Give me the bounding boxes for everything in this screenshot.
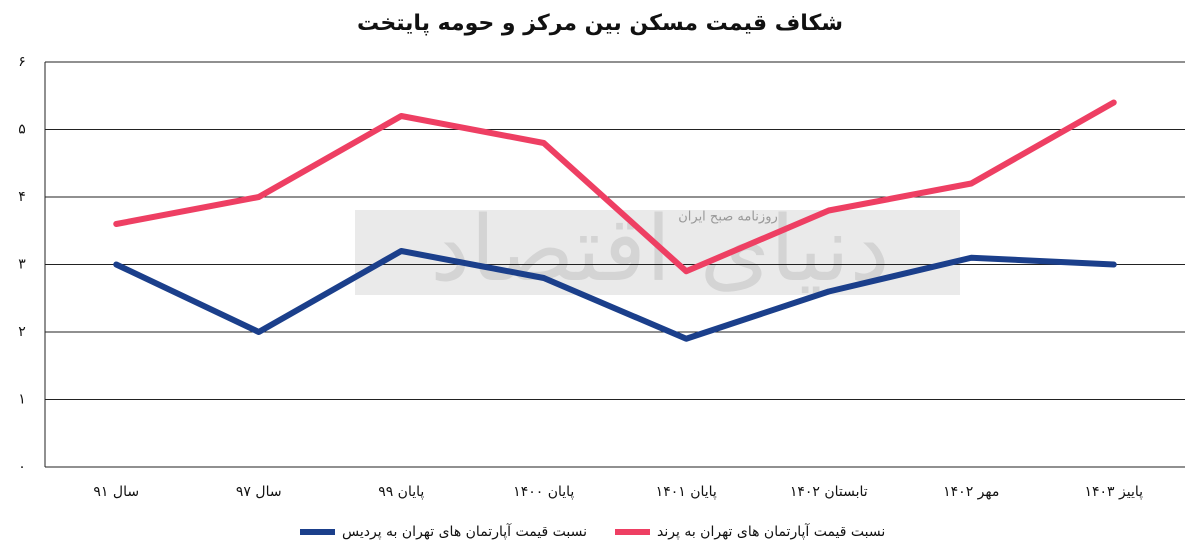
y-tick-label: ۲ (18, 324, 26, 340)
x-tick-label: سال ۹۱ (93, 484, 139, 500)
x-tick-label: پاییز ۱۴۰۳ (1084, 484, 1143, 500)
legend-label: نسبت قیمت آپارتمان های تهران به پردیس (342, 523, 587, 540)
x-tick-label: سال ۹۷ (236, 484, 282, 500)
chart-title: شکاف قیمت مسکن بین مرکز و حومه پایتخت (357, 11, 843, 36)
y-tick-label: ۵ (18, 122, 26, 138)
legend-label: نسبت قیمت آپارتمان های تهران به پرند (657, 523, 885, 540)
y-tick-label: ۰ (18, 459, 26, 475)
watermark-band (355, 210, 960, 295)
x-tick-label: پایان ۱۴۰۰ (513, 484, 574, 500)
x-tick-label: پایان ۱۴۰۱ (656, 484, 717, 500)
y-tick-label: ۳ (18, 257, 26, 273)
x-tick-label: پایان ۹۹ (378, 484, 424, 500)
y-tick-label: ۶ (18, 54, 26, 70)
watermark-subtitle: روزنامه صبح ایران (678, 210, 778, 225)
x-tick-label: تابستان ۱۴۰۲ (790, 484, 868, 500)
x-tick-label: مهر ۱۴۰۲ (943, 484, 999, 500)
y-tick-label: ۱ (18, 392, 26, 408)
line (113, 99, 1117, 275)
y-tick-label: ۴ (18, 189, 26, 205)
line (113, 248, 1117, 342)
